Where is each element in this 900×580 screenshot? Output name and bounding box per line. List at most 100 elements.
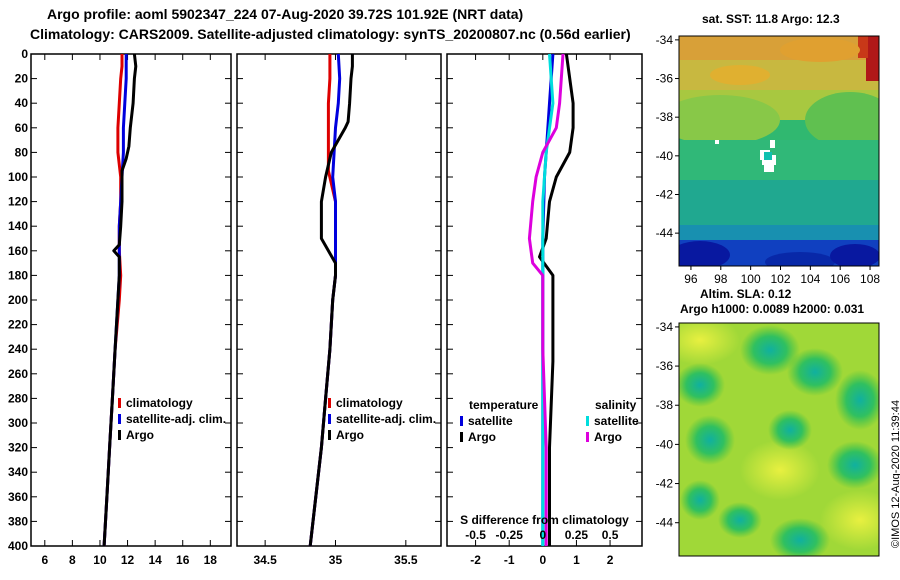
map-y-tick-label: -44 (656, 516, 674, 530)
series-argo (308, 54, 354, 547)
figure-title: Argo profile: aoml 5902347_224 07-Aug-20… (47, 6, 524, 22)
map-y-tick-label: -40 (656, 149, 674, 163)
map-y-tick-label: -34 (656, 320, 674, 334)
x-tick-label: 0 (539, 553, 546, 567)
legend-swatch (586, 416, 589, 426)
legend-label: satellite (594, 414, 639, 428)
legend-swatch (118, 430, 121, 440)
sla-map (679, 323, 879, 556)
sla-map-label: Altim. SLA: 0.12 (700, 287, 792, 301)
map-x-tick-label: 100 (741, 272, 761, 286)
x-tick-label: 6 (41, 553, 48, 567)
map-x-tick-label: 102 (770, 272, 790, 286)
y-tick-label: 160 (8, 244, 28, 258)
map-y-tick-label: -42 (656, 477, 674, 491)
legend-swatch (328, 414, 331, 424)
y-tick-label: 300 (8, 416, 28, 430)
y-tick-label: 120 (8, 195, 28, 209)
legend-label: satellite-adj. clim. (126, 412, 226, 426)
map-x-tick-label: 106 (830, 272, 850, 286)
x-tick-label: 16 (176, 553, 190, 567)
map-y-tick-label: -44 (656, 226, 674, 240)
legend-label: satellite-adj. clim. (336, 412, 436, 426)
y-tick-label: 140 (8, 219, 28, 233)
x-tick-label: -1 (504, 553, 515, 567)
x-tick-label: 12 (121, 553, 135, 567)
y-tick-label: 200 (8, 293, 28, 307)
legend-swatch (118, 414, 121, 424)
x-tick-label: 2 (607, 553, 614, 567)
legend-header-salinity: salinity (595, 398, 637, 412)
x-tick-label: 35 (329, 553, 343, 567)
y-tick-label: 400 (8, 539, 28, 553)
map-frame (678, 322, 880, 557)
y-tick-label: 180 (8, 268, 28, 282)
panel-salinity-profile: 34.5 35 35.5 climatology satellite-adj. clim… (236, 53, 442, 567)
y-tick-label: 260 (8, 367, 28, 381)
y-tick-label: 60 (15, 121, 29, 135)
panel-frame (446, 53, 643, 547)
map-x-tick-label: 96 (684, 272, 698, 286)
y-tick-label: 320 (8, 441, 28, 455)
map-y-tick-label: -34 (656, 33, 674, 47)
series-argo (102, 53, 138, 547)
legend-swatch (328, 430, 331, 440)
x-tick-label: 14 (148, 553, 162, 567)
map-y-tick-label: -42 (656, 187, 674, 201)
panel-difference-from-climatology: -2 -1 0 1 2 temperature salinity satellite Argo s… (446, 53, 643, 567)
legend-swatch (460, 432, 463, 442)
legend-label: Argo (594, 430, 622, 444)
secondary-x-tick-label: -0.25 (496, 528, 524, 542)
legend-label: Argo (336, 428, 364, 442)
x-tick-label: 18 (204, 553, 218, 567)
secondary-x-tick-label: 0.25 (565, 528, 589, 542)
legend-swatch (118, 398, 121, 408)
secondary-x-tick-label: 0.5 (602, 528, 619, 542)
x-tick-label: -2 (470, 553, 481, 567)
legend-label: climatology (336, 396, 403, 410)
secondary-x-label: S difference from climatology (460, 513, 629, 527)
map-x-tick-label: 98 (714, 272, 728, 286)
x-tick-label: 35.5 (394, 553, 418, 567)
series-temperature-argo (538, 53, 575, 546)
x-tick-label: 10 (93, 553, 107, 567)
y-tick-label: 340 (8, 465, 28, 479)
map-x-tick-label: 108 (860, 272, 880, 286)
sla-map-axes: -34 -36 -38 -40 -42 -44 (656, 320, 880, 557)
y-tick-label: 80 (15, 145, 29, 159)
legend-swatch (586, 432, 589, 442)
y-tick-label: 40 (15, 96, 29, 110)
legend-label: Argo (468, 430, 496, 444)
x-tick-label: 8 (69, 553, 76, 567)
map-y-tick-label: -36 (656, 359, 674, 373)
panel-frame (236, 53, 442, 547)
y-tick-label: 380 (8, 514, 28, 528)
map-y-tick-label: -38 (656, 110, 674, 124)
x-tick-label: 1 (573, 553, 580, 567)
x-tick-label: 34.5 (253, 553, 277, 567)
y-tick-label: 280 (8, 391, 28, 405)
y-tick-label: 240 (8, 342, 28, 356)
legend-label: satellite (468, 414, 513, 428)
panel-temperature-profile: 0 20 40 60 80 100 120 140 160 180 200 220 240 260 280 3… (8, 47, 232, 567)
y-tick-label: 360 (8, 490, 28, 504)
legend-swatch (328, 398, 331, 408)
sst-map (679, 36, 879, 266)
y-tick-label: 20 (15, 72, 29, 86)
sst-map-label: sat. SST: 11.8 Argo: 12.3 (702, 12, 840, 26)
legend-label: climatology (126, 396, 193, 410)
credit-text: ©IMOS 12-Aug-2020 11:39:44 (890, 400, 900, 548)
map-y-tick-label: -38 (656, 398, 674, 412)
sla-map-h-label: Argo h1000: 0.0089 h2000: 0.031 (680, 302, 865, 316)
secondary-x-tick-label: 0 (539, 528, 546, 542)
map-y-tick-label: -36 (656, 72, 674, 86)
profile-panels: 0204060801001201401601802002202402602803… (8, 47, 643, 567)
map-x-tick-label: 104 (800, 272, 820, 286)
y-tick-label: 220 (8, 318, 28, 332)
legend-swatch (460, 416, 463, 426)
figure-subtitle: Climatology: CARS2009. Satellite-adjuste… (30, 26, 631, 42)
map-frame (678, 35, 880, 267)
sst-map-axes: -34 -36 -38 -40 -42 -44 96 98 100 102 104 106 108 (656, 33, 881, 286)
